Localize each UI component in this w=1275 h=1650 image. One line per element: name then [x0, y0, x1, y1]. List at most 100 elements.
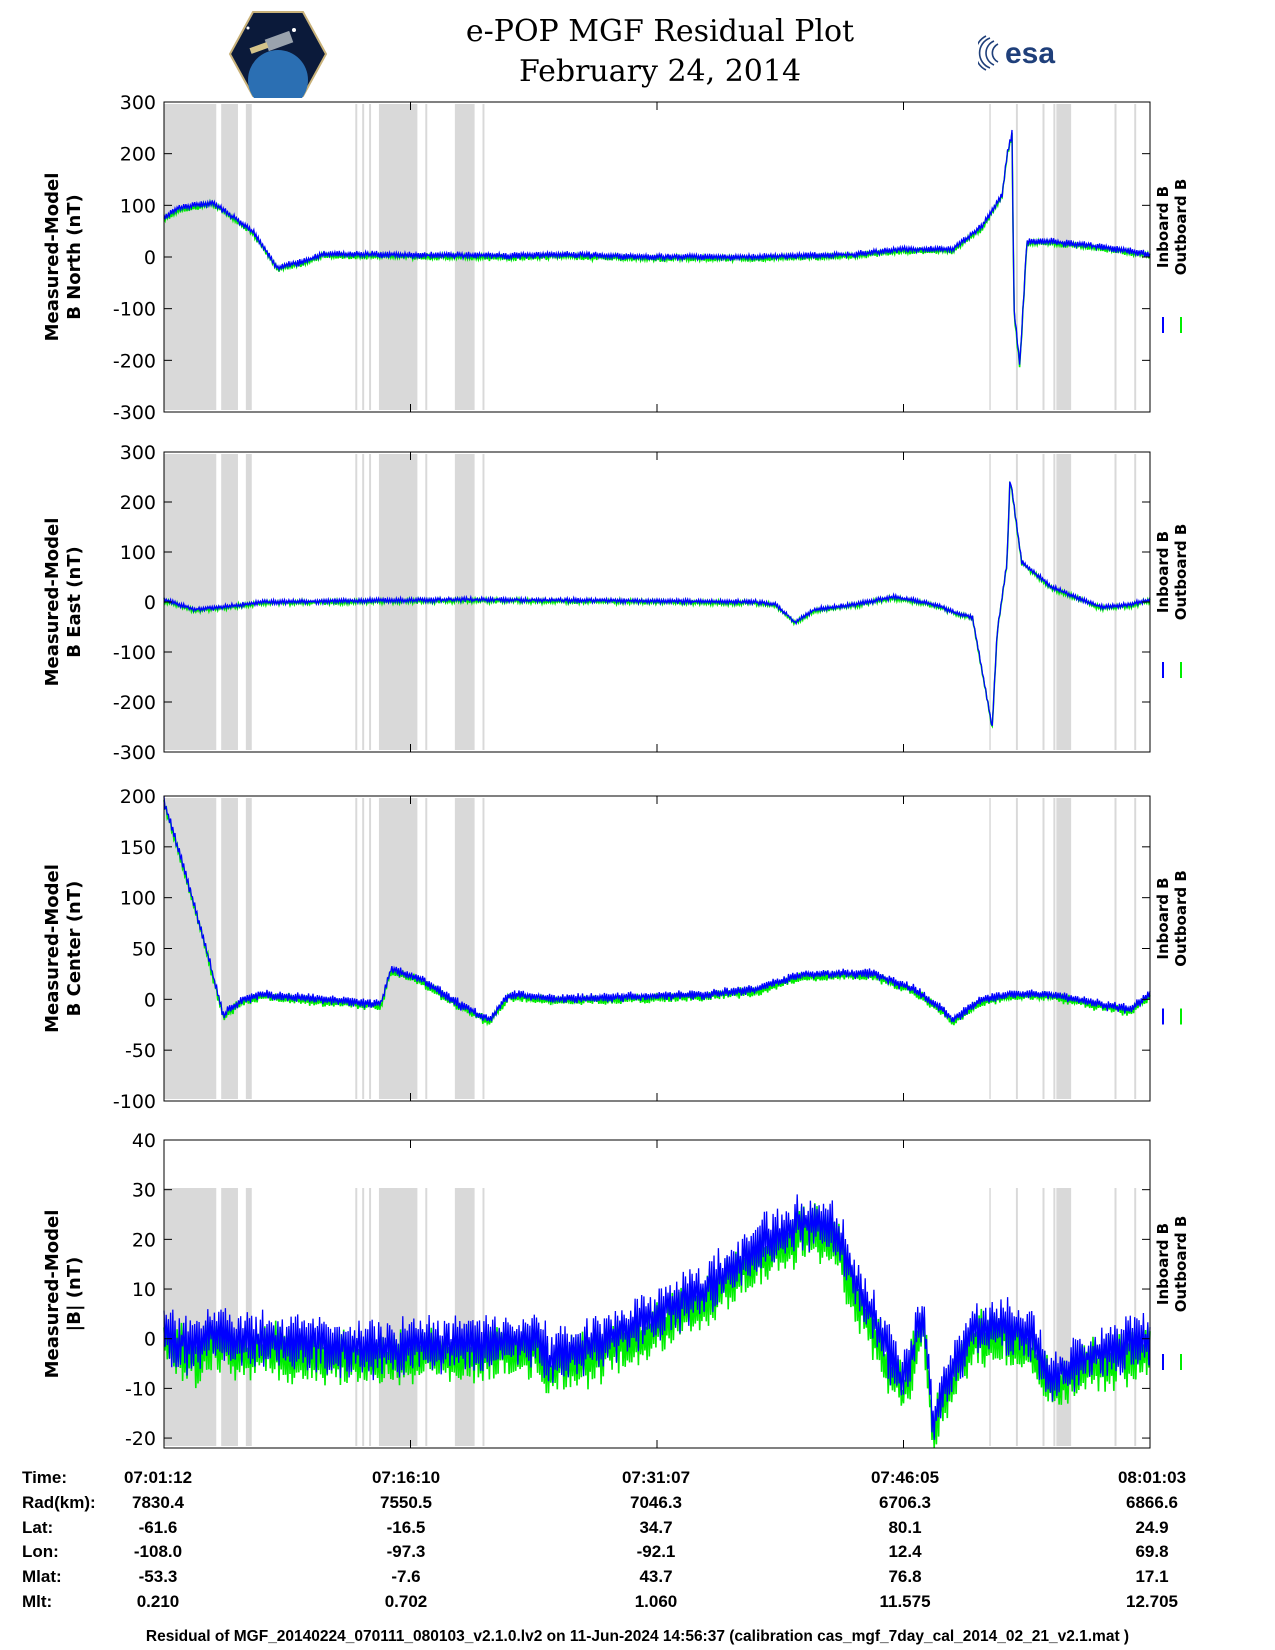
cassiope-logo: [228, 11, 328, 98]
gap-band: [355, 798, 358, 1099]
gap-band: [425, 1188, 428, 1446]
gap-band: [221, 104, 238, 410]
y-tick-label: 200: [120, 786, 156, 808]
gap-band: [1015, 454, 1018, 750]
y-tick-label: -20: [125, 1428, 156, 1450]
gap-band: [362, 798, 365, 1099]
y-tick-label: 20: [132, 1229, 156, 1251]
chart-panel-3: -100 -50 0 50 100 150 200 Measured-Model B Cente…: [42, 786, 1190, 1113]
y-tick-label: 150: [120, 837, 156, 859]
esa-logo-text: esa: [1005, 37, 1055, 70]
legend-label: Inboard B: [1154, 531, 1172, 613]
gap-band: [245, 454, 252, 750]
gap-band: [1042, 1188, 1045, 1446]
y-tick-label: 40: [132, 1130, 156, 1152]
legend-label: Inboard B: [1154, 877, 1172, 959]
y-axis-label: |B| (nT): [64, 1257, 85, 1332]
y-tick-label: -100: [113, 1091, 156, 1113]
plot-frame: [163, 1139, 1151, 1449]
gap-band: [1056, 454, 1072, 750]
y-tick-label: -200: [113, 692, 156, 714]
y-axis-label: Measured-Model: [42, 518, 63, 687]
y-axis-label: Measured-Model: [42, 864, 63, 1033]
gap-band: [1015, 798, 1018, 1099]
gap-band: [1134, 1188, 1137, 1446]
outboard-series-line: [163, 132, 1151, 368]
gap-band: [369, 104, 372, 410]
gap-band: [1056, 104, 1072, 410]
gap-band: [454, 454, 475, 750]
y-tick-label: -100: [113, 299, 156, 321]
gap-band: [1053, 104, 1056, 410]
gap-band: [1053, 454, 1056, 750]
esa-logo: esa: [974, 32, 1093, 74]
plot-frame: [163, 795, 1151, 1102]
y-tick-label: 10: [132, 1279, 156, 1301]
inboard-series-line: [163, 481, 1151, 727]
y-tick-label: 100: [120, 888, 156, 910]
y-tick-label: -200: [113, 350, 156, 372]
y-tick-label: -50: [125, 1040, 156, 1062]
y-tick-label: -10: [125, 1378, 156, 1400]
gap-band: [482, 1188, 485, 1446]
y-tick-label: -300: [113, 742, 156, 764]
footer-caption: Residual of MGF_20140224_070111_080103_v…: [145, 1628, 1130, 1645]
y-tick-label: -300: [113, 402, 156, 424]
chart-panel-4: -20 -10 0 10 20 30 40 Measured-Model |B| (nT) Inb…: [42, 1130, 1190, 1450]
gap-band: [245, 798, 252, 1099]
y-tick-label: 0: [144, 592, 156, 614]
gap-band: [1042, 798, 1045, 1099]
y-tick-label: 200: [120, 144, 156, 166]
gap-band: [378, 1188, 418, 1446]
gap-band: [1114, 454, 1117, 750]
gap-band: [1053, 798, 1056, 1099]
gap-band: [989, 454, 991, 750]
y-axis-label: Measured-Model: [42, 1210, 63, 1379]
legend-label: Outboard B: [1172, 870, 1190, 967]
y-tick-label: 300: [120, 92, 156, 114]
outboard-series-line: [163, 480, 1151, 729]
inboard-series-line: [163, 1194, 1151, 1440]
legend-label: Outboard B: [1172, 524, 1190, 621]
y-tick-label: 300: [120, 442, 156, 464]
legend-label: Outboard B: [1172, 1216, 1190, 1313]
gap-band: [482, 798, 485, 1099]
legend-label: Inboard B: [1154, 1223, 1172, 1305]
plot-date: February 24, 2014: [518, 54, 802, 89]
gap-band: [454, 1188, 475, 1446]
y-tick-label: 0: [144, 1329, 156, 1351]
gap-band: [221, 798, 238, 1099]
chart-panel-1: -300 -200 -100 0 100 200 300 Measured-Model B No…: [42, 92, 1190, 424]
gap-band: [1056, 1188, 1072, 1446]
gap-band: [378, 798, 418, 1099]
y-axis-label: Measured-Model: [42, 173, 63, 342]
outboard-series-line: [163, 800, 1151, 1027]
gap-band: [164, 798, 217, 1099]
gap-band: [245, 104, 252, 410]
y-axis-label: B East (nT): [64, 546, 85, 658]
y-axis-label: B North (nT): [64, 194, 85, 320]
gap-band: [355, 1188, 358, 1446]
y-tick-label: 200: [120, 492, 156, 514]
gap-band: [369, 798, 372, 1099]
plot-title: e-POP MGF Residual Plot: [465, 14, 855, 49]
y-tick-label: 100: [120, 542, 156, 564]
y-axis-label: B Center (nT): [64, 881, 85, 1017]
gap-band: [989, 798, 991, 1099]
gap-band: [1042, 454, 1045, 750]
gap-band: [369, 1188, 372, 1446]
inboard-series-line: [163, 796, 1151, 1023]
legend-label: Outboard B: [1172, 179, 1190, 276]
gap-band: [425, 798, 428, 1099]
gap-band: [245, 1188, 252, 1446]
y-tick-label: 0: [144, 247, 156, 269]
gap-band: [482, 454, 485, 750]
chart-panel-2: -300 -200 -100 0 100 200 300 Measured-Model B Ea…: [42, 442, 1190, 764]
legend-label: Inboard B: [1154, 186, 1172, 268]
gap-band: [1042, 104, 1045, 410]
y-tick-label: 100: [120, 195, 156, 217]
gap-band: [1114, 104, 1117, 410]
gap-band: [1134, 104, 1137, 410]
y-tick-label: 30: [132, 1180, 156, 1202]
